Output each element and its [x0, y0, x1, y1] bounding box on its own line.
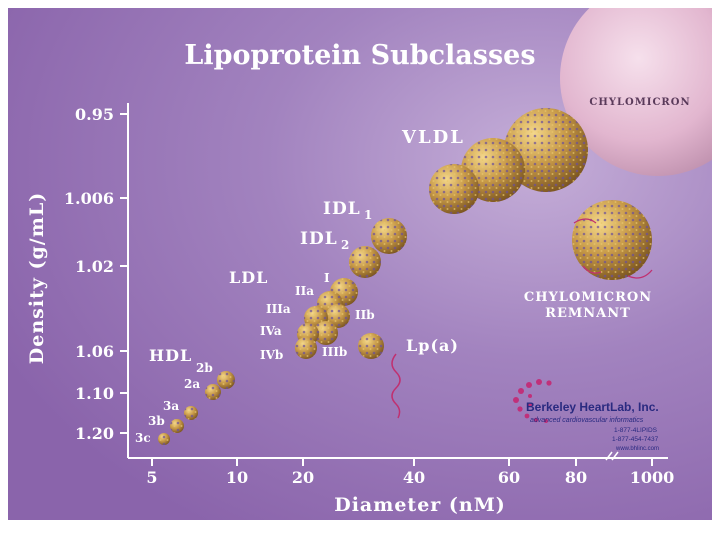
- y-axis-label: Density (g/mL): [26, 192, 48, 364]
- chylomicron-label: CHYLOMICRON: [589, 97, 690, 108]
- ldl-iia-label: IIa: [295, 284, 314, 298]
- ldl-i-label: I: [324, 271, 330, 285]
- idl2-subscript: 2: [341, 238, 349, 252]
- hdl-2b-label: 2b: [196, 361, 213, 375]
- y-axis-ticks: 0.95 1.006 1.02 1.06 1.10 1.20: [64, 105, 128, 443]
- x-tick-label: 60: [498, 468, 520, 487]
- x-tick-label: 5: [146, 468, 157, 487]
- berkeley-heartlab-logo: Berkeley HeartLab, Inc. advanced cardiov…: [513, 379, 659, 452]
- idl1-subscript: 1: [364, 208, 372, 222]
- remnant-label-line1: CHYLOMICRON: [524, 290, 652, 305]
- y-tick-label: 1.10: [75, 384, 114, 403]
- lipoprotein-diagram: CHYLOMICRON Lipoprotein Subclasses 0.95 …: [8, 0, 720, 520]
- ldl-iib-label: IIb: [355, 308, 375, 322]
- ldl-ivb-label: IVb: [260, 348, 283, 362]
- x-tick-label: 20: [292, 468, 314, 487]
- x-tick-label: 10: [226, 468, 248, 487]
- ldl-label: LDL: [229, 268, 268, 287]
- idl2-label: IDL: [300, 229, 338, 249]
- chylomicron-particle: [560, 0, 720, 176]
- apoa-tail: [391, 353, 401, 419]
- diagram-canvas: CHYLOMICRON Lipoprotein Subclasses 0.95 …: [8, 0, 720, 520]
- ldl-iva-label: IVa: [260, 324, 282, 338]
- y-tick-label: 1.06: [75, 342, 114, 361]
- x-axis-label: Diameter (nM): [334, 494, 506, 516]
- logo-dots-icon: [513, 379, 552, 423]
- hdl-label: HDL: [149, 346, 192, 365]
- logo-url: www.bhlinc.com: [615, 446, 659, 452]
- y-tick-label: 1.20: [75, 424, 114, 443]
- remnant-label-line2: REMNANT: [545, 306, 631, 321]
- y-tick-label: 1.006: [64, 189, 114, 208]
- hdl-3a-label: 3a: [163, 399, 179, 413]
- page-title: Lipoprotein Subclasses: [184, 40, 535, 71]
- x-tick-label: 80: [565, 468, 587, 487]
- ldl-iiib-label: IIIb: [322, 345, 347, 359]
- hdl-2a-label: 2a: [184, 377, 200, 391]
- y-tick-label: 0.95: [75, 105, 114, 124]
- hdl-3c-label: 3c: [135, 431, 151, 445]
- axis-break-icon: [605, 451, 619, 461]
- vldl-label: VLDL: [401, 127, 465, 148]
- logo-tagline: advanced cardiovascular informatics: [530, 417, 644, 424]
- ldl-iiia-label: IIIa: [266, 302, 291, 316]
- y-tick-label: 1.02: [75, 257, 114, 276]
- hdl-3b-label: 3b: [148, 414, 165, 428]
- x-axis-ticks: 5 10 20 40 60 80 1000: [146, 458, 674, 487]
- particles: [158, 108, 653, 445]
- logo-phone1: 1-877-4LIPIDS: [614, 427, 658, 434]
- x-tick-label: 40: [403, 468, 425, 487]
- logo-phone2: 1-877-454-7437: [612, 436, 659, 443]
- x-tick-label: 1000: [630, 468, 675, 487]
- logo-name: Berkeley HeartLab, Inc.: [526, 400, 659, 414]
- lpa-label: Lp(a): [406, 336, 459, 355]
- idl1-label: IDL: [323, 199, 361, 219]
